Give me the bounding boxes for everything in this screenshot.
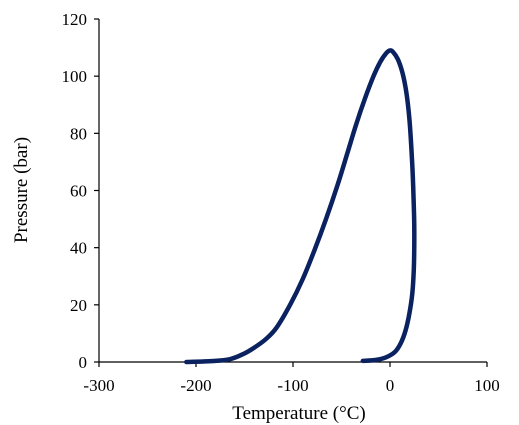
x-tick-label: 0 <box>386 376 395 395</box>
x-tick-label: -300 <box>83 376 114 395</box>
y-tick-label: 20 <box>70 296 87 315</box>
y-tick-label: 80 <box>70 124 87 143</box>
x-tick-label: -100 <box>277 376 308 395</box>
y-tick-label: 100 <box>62 67 88 86</box>
x-tick-label: 100 <box>474 376 500 395</box>
y-tick-label: 0 <box>79 353 88 372</box>
axes <box>94 18 488 367</box>
y-tick-label: 60 <box>70 182 87 201</box>
tick-labels: 0 20 40 60 80 100 120 -300 -200 -100 0 100 <box>62 10 500 395</box>
phase-envelope-line <box>184 48 417 365</box>
y-axis-title: Pressure (bar) <box>11 137 32 243</box>
x-axis-title: Temperature (°C) <box>232 403 365 424</box>
y-tick-label: 40 <box>70 239 87 258</box>
x-tick-label: -200 <box>180 376 211 395</box>
plot-area <box>184 48 417 365</box>
y-tick-label: 120 <box>62 10 88 29</box>
